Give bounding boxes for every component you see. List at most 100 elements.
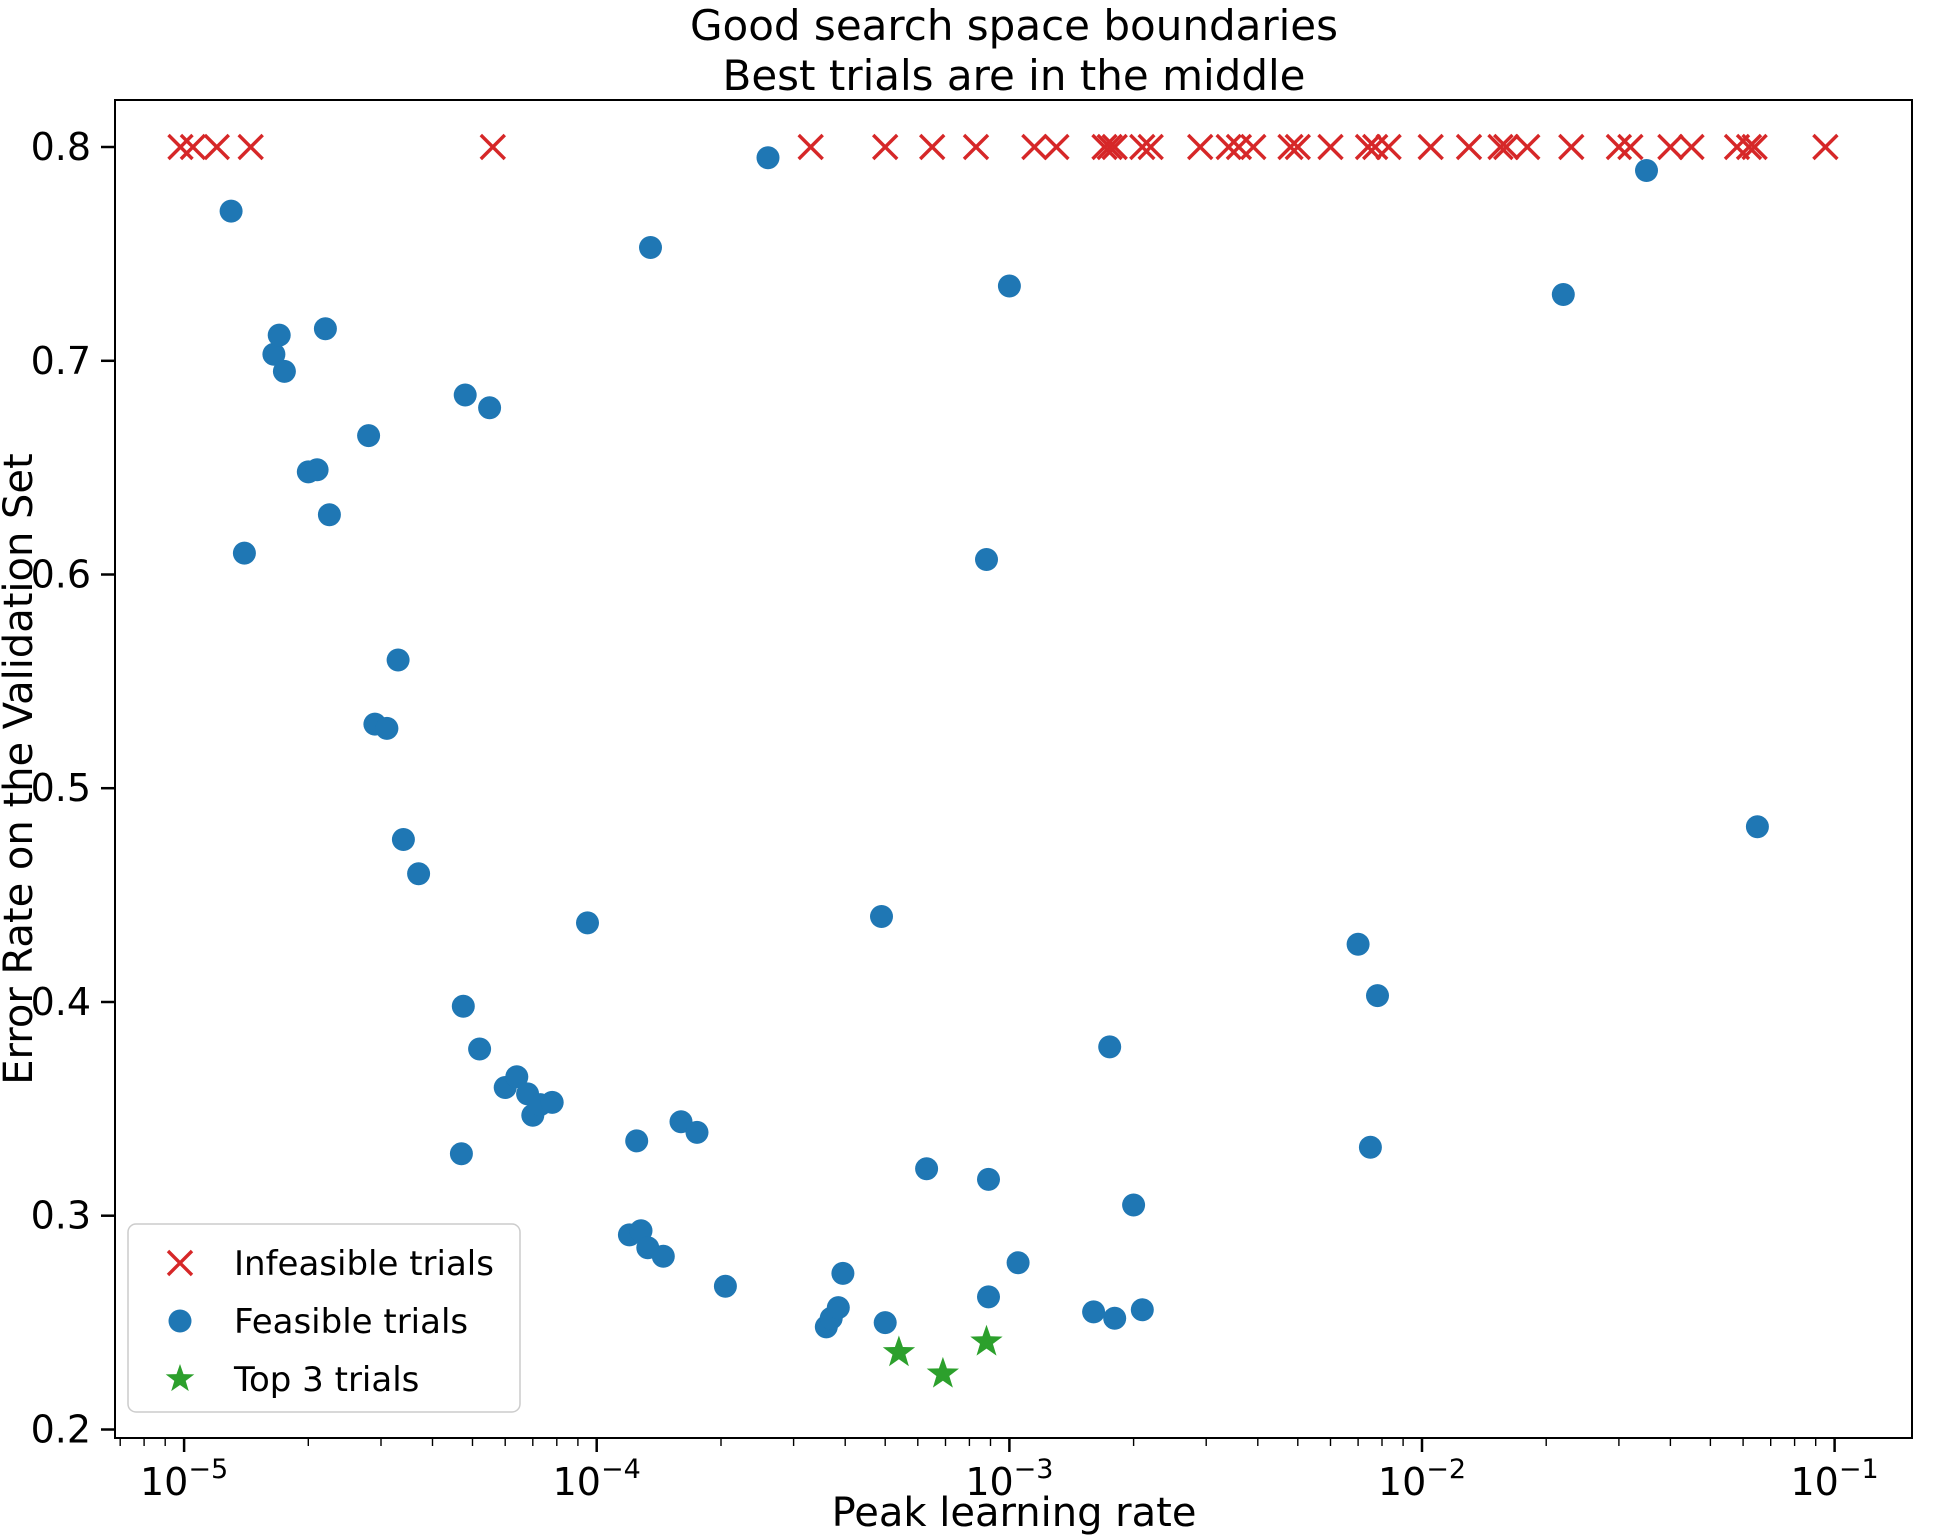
infeasible-trial-marker <box>962 133 990 161</box>
infeasible-trial-marker <box>1021 133 1048 161</box>
feasible-trial-marker <box>651 1244 675 1268</box>
feasible-trial-marker <box>272 359 296 383</box>
legend-infeasible-marker-icon <box>166 1249 194 1277</box>
y-tick-label: 0.8 <box>31 125 91 169</box>
y-tick-label: 0.7 <box>31 339 91 383</box>
feasible-trial-marker <box>873 1311 897 1335</box>
feasible-trial-marker <box>449 1142 473 1166</box>
feasible-trial-marker <box>407 862 431 886</box>
y-tick-label: 0.3 <box>31 1194 91 1238</box>
top-trial-marker <box>882 1335 916 1367</box>
infeasible-trial-marker <box>1375 133 1402 161</box>
feasible-trial-marker <box>1346 932 1370 956</box>
y-tick-label: 0.5 <box>31 766 91 810</box>
infeasible-trial-marker <box>871 133 899 161</box>
feasible-trial-marker <box>1635 159 1658 182</box>
feasible-trial-marker <box>756 146 780 170</box>
feasible-trial-marker <box>267 323 291 347</box>
infeasible-trial-marker <box>179 133 207 161</box>
feasible-trial-marker <box>977 1285 1000 1309</box>
infeasible-trial-marker <box>1277 133 1304 161</box>
chart-title-line2: Best trials are in the middle <box>723 51 1306 100</box>
feasible-trial-marker <box>1122 1193 1146 1217</box>
feasible-trial-marker <box>478 396 502 420</box>
infeasible-trial-marker <box>1096 133 1123 161</box>
legend-markers <box>165 1249 195 1392</box>
legend-feasible-marker-icon <box>168 1309 192 1333</box>
infeasible-trial-marker <box>1101 133 1128 161</box>
feasible-trial-marker <box>831 1261 855 1285</box>
feasible-trial-marker <box>1745 815 1769 839</box>
feasible-trial-marker <box>1103 1306 1127 1330</box>
feasible-trial-marker <box>870 905 893 928</box>
x-tick-label: 10−5 <box>140 1454 228 1504</box>
feasible-trial-marker <box>915 1157 939 1181</box>
x-tick-label: 10−4 <box>553 1454 641 1504</box>
infeasible-trial-marker <box>1735 133 1763 161</box>
y-tick-label: 0.4 <box>31 980 91 1024</box>
infeasible-trial-marker <box>1317 133 1344 161</box>
feasible-trial-marker <box>232 541 256 565</box>
infeasible-trial-marker <box>1657 133 1684 161</box>
feasible-trial-marker <box>305 458 329 482</box>
infeasible-trial-marker <box>1091 133 1118 161</box>
infeasible-trial-marker <box>1455 133 1483 161</box>
feasible-trial-marker <box>391 828 415 851</box>
plot-border <box>114 99 1913 1439</box>
feasible-trial-marker <box>453 383 477 407</box>
legend-label-feasible: Feasible trials <box>234 1302 468 1342</box>
infeasible-trial-marker <box>1137 133 1164 161</box>
infeasible-trial-marker <box>1678 133 1705 161</box>
infeasible-trial-marker <box>1043 133 1070 161</box>
infeasible-trial-marker <box>1558 133 1585 161</box>
infeasible-trial-marker <box>203 133 231 161</box>
feasible-trial-marker <box>576 911 599 935</box>
infeasible-trial-marker <box>797 133 824 161</box>
feasible-trial-marker <box>997 274 1021 298</box>
infeasible-trial-marker <box>1186 133 1214 161</box>
feasible-trial-marker <box>639 236 662 259</box>
infeasible-trial-marker <box>1514 133 1541 161</box>
y-tick-label: 0.6 <box>31 553 91 597</box>
chart-title-line1: Good search space boundaries <box>690 1 1338 50</box>
series-circle <box>219 146 1769 1339</box>
legend-label-infeasible: Infeasible trials <box>234 1244 494 1284</box>
x-tick-label: 10−1 <box>1791 1454 1879 1504</box>
feasible-trial-marker <box>685 1120 709 1144</box>
infeasible-trial-marker <box>1129 133 1156 161</box>
top-trial-marker <box>970 1324 1003 1356</box>
legend-label-top3: Top 3 trials <box>233 1360 419 1400</box>
feasible-trial-marker <box>975 548 998 571</box>
legend: Infeasible trials Feasible trials Top 3 … <box>127 1223 521 1413</box>
feasible-trial-marker <box>1082 1300 1106 1324</box>
feasible-trial-marker <box>375 716 399 740</box>
feasible-trial-marker <box>262 342 286 366</box>
series-x <box>167 133 1839 161</box>
infeasible-trial-marker <box>479 133 507 161</box>
series-star <box>882 1324 1003 1388</box>
feasible-trial-marker <box>625 1129 649 1153</box>
infeasible-trial-marker <box>1605 133 1633 161</box>
feasible-trial-marker <box>1098 1035 1122 1059</box>
feasible-trial-marker <box>386 648 410 672</box>
feasible-trial-marker <box>505 1065 529 1089</box>
infeasible-trial-marker <box>1487 133 1514 161</box>
infeasible-trial-marker <box>1812 133 1839 161</box>
feasible-trial-marker <box>1366 984 1389 1008</box>
infeasible-trial-marker <box>237 133 264 161</box>
legend-top3-marker-icon <box>165 1364 195 1392</box>
feasible-trial-marker <box>1006 1251 1030 1275</box>
infeasible-trial-marker <box>1741 133 1768 161</box>
feasible-trial-marker <box>1551 283 1575 306</box>
y-axis-label: Error Rate on the Validation Set <box>0 453 42 1084</box>
feasible-trial-marker <box>826 1296 850 1320</box>
feasible-trial-marker <box>357 424 381 448</box>
feasible-trial-marker <box>468 1037 492 1061</box>
feasible-trial-marker <box>451 994 475 1018</box>
infeasible-trial-marker <box>1617 133 1644 161</box>
infeasible-trial-marker <box>918 133 946 161</box>
top-trial-marker <box>926 1356 959 1388</box>
legend-frame <box>127 1223 521 1413</box>
feasible-trial-marker <box>540 1090 564 1114</box>
